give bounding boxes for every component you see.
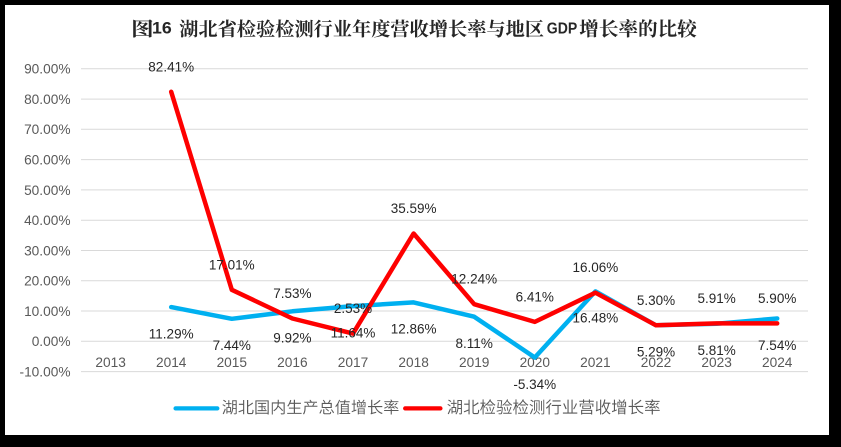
svg-text:2016: 2016 (277, 355, 308, 370)
svg-text:20.00%: 20.00% (24, 274, 70, 289)
svg-text:2015: 2015 (217, 355, 248, 370)
svg-text:16.48%: 16.48% (573, 311, 619, 326)
svg-text:0.00%: 0.00% (32, 334, 71, 349)
svg-text:7.44%: 7.44% (213, 338, 251, 353)
svg-text:6.41%: 6.41% (516, 289, 554, 304)
svg-text:-5.34%: -5.34% (513, 377, 556, 392)
svg-text:16: 16 (152, 19, 172, 37)
svg-text:60.00%: 60.00% (24, 153, 70, 168)
svg-text:2013: 2013 (95, 355, 126, 370)
svg-text:2.53%: 2.53% (334, 301, 372, 316)
svg-text:30.00%: 30.00% (24, 243, 70, 258)
svg-text:2022: 2022 (641, 355, 671, 370)
svg-text:8.11%: 8.11% (456, 336, 493, 351)
svg-text:5.91%: 5.91% (697, 291, 735, 306)
svg-text:35.59%: 35.59% (391, 201, 437, 216)
svg-text:2019: 2019 (459, 355, 489, 370)
svg-text:90.00%: 90.00% (24, 62, 70, 77)
svg-text:50.00%: 50.00% (24, 183, 70, 198)
svg-text:16.06%: 16.06% (573, 260, 619, 275)
svg-text:11.29%: 11.29% (149, 326, 194, 341)
svg-text:GDP: GDP (547, 21, 578, 38)
svg-text:17.01%: 17.01% (209, 257, 255, 272)
svg-text:10.00%: 10.00% (24, 304, 70, 319)
svg-text:5.29%: 5.29% (637, 345, 675, 360)
svg-text:2024: 2024 (762, 355, 793, 370)
svg-text:-10.00%: -10.00% (20, 365, 71, 380)
svg-text:12.24%: 12.24% (451, 272, 497, 287)
svg-text:2020: 2020 (520, 355, 551, 370)
svg-text:5.30%: 5.30% (637, 293, 675, 308)
svg-text:5.90%: 5.90% (758, 291, 796, 306)
svg-text:2021: 2021 (580, 355, 610, 370)
svg-text:5.81%: 5.81% (697, 343, 735, 358)
svg-text:2023: 2023 (701, 355, 732, 370)
svg-text:40.00%: 40.00% (24, 213, 70, 228)
svg-text:9.92%: 9.92% (273, 331, 311, 346)
svg-text:2018: 2018 (398, 355, 429, 370)
svg-text:2014: 2014 (156, 355, 187, 370)
svg-text:80.00%: 80.00% (24, 92, 70, 107)
svg-text:12.86%: 12.86% (391, 322, 437, 337)
svg-text:7.53%: 7.53% (273, 286, 311, 301)
svg-text:2017: 2017 (338, 355, 368, 370)
svg-text:82.41%: 82.41% (148, 59, 194, 74)
svg-text:7.54%: 7.54% (758, 338, 796, 353)
svg-text:70.00%: 70.00% (24, 122, 70, 137)
svg-text:11.64%: 11.64% (331, 325, 376, 340)
